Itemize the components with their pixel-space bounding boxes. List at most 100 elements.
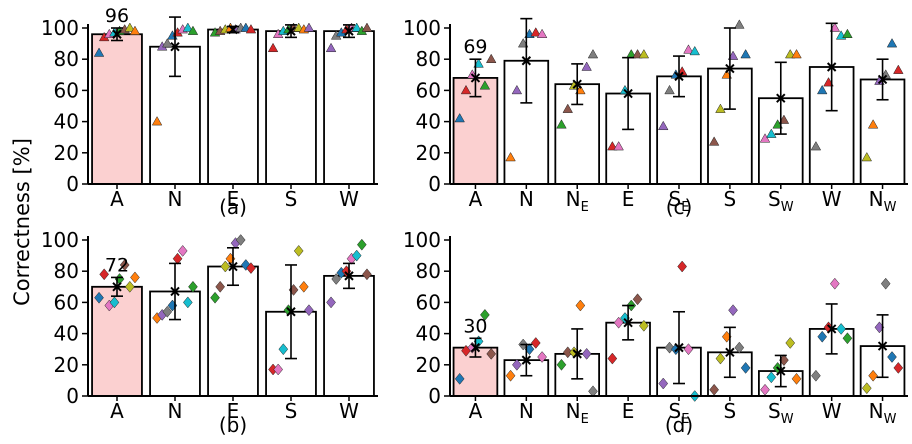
mean-marker xyxy=(112,29,122,39)
mean-marker xyxy=(286,307,296,317)
data-point xyxy=(505,151,516,162)
data-point xyxy=(556,119,567,129)
data-point xyxy=(245,24,257,34)
panel-c: 0 20 40 60 80 100 A N NE E SE S SW W NW 69 (c) xyxy=(403,16,908,219)
data-point xyxy=(480,308,490,321)
data-point xyxy=(278,343,289,356)
data-point xyxy=(362,268,372,281)
data-point xyxy=(836,323,846,335)
data-point xyxy=(868,369,878,382)
data-point xyxy=(187,25,199,35)
mean-marker xyxy=(623,317,633,328)
data-point xyxy=(740,49,751,59)
data-point xyxy=(734,19,745,29)
x-tick-label: E xyxy=(227,187,240,211)
data-point xyxy=(235,234,246,246)
mean-marker xyxy=(228,24,238,35)
data-point xyxy=(785,337,796,349)
data-point xyxy=(867,119,879,129)
data-point xyxy=(267,42,279,53)
data-point xyxy=(361,22,373,32)
data-point xyxy=(893,362,904,374)
data-point xyxy=(658,377,669,390)
data-point xyxy=(351,249,362,262)
value-annotation: 30 xyxy=(463,315,487,337)
mean-marker xyxy=(470,342,481,353)
data-point xyxy=(293,245,304,257)
data-point xyxy=(454,112,465,123)
data-point xyxy=(162,38,173,48)
mean-marker xyxy=(112,282,122,292)
data-point xyxy=(326,296,336,309)
mean-marker xyxy=(572,349,582,359)
data-point xyxy=(351,22,362,32)
data-point xyxy=(581,61,592,71)
data-point xyxy=(677,260,687,273)
data-point xyxy=(811,369,821,382)
data-point xyxy=(664,341,675,354)
bar xyxy=(323,30,375,185)
mean-marker xyxy=(623,88,633,99)
value-annotation: 96 xyxy=(105,5,129,27)
mean-marker xyxy=(286,26,296,36)
mean-marker xyxy=(877,341,888,351)
data-point xyxy=(715,103,726,113)
x-tick-label: W xyxy=(822,187,842,211)
data-point xyxy=(129,25,141,35)
y-tick-label: 0 xyxy=(66,384,79,408)
y-tick-label: 40 xyxy=(54,322,79,346)
data-point xyxy=(613,141,624,151)
x-tick-label: SW xyxy=(768,187,794,215)
x-tick-label: S xyxy=(285,187,298,211)
data-point xyxy=(575,299,586,312)
data-point xyxy=(530,27,542,37)
x-tick-label: W xyxy=(339,187,359,211)
data-point xyxy=(861,151,873,162)
data-point xyxy=(632,293,643,306)
data-point xyxy=(511,84,523,95)
mean-marker xyxy=(170,42,180,52)
data-point xyxy=(613,316,624,329)
y-tick-label: 60 xyxy=(54,290,79,314)
data-point xyxy=(556,358,567,371)
data-point xyxy=(829,277,840,290)
y-tick-label: 0 xyxy=(428,172,441,196)
mean-marker xyxy=(572,79,582,89)
x-tick-label: N xyxy=(168,187,183,211)
data-point xyxy=(683,44,694,54)
x-tick-label: E xyxy=(622,399,635,423)
data-point xyxy=(607,141,618,151)
data-point xyxy=(485,53,497,63)
y-tick-label: 0 xyxy=(428,384,441,408)
mean-marker xyxy=(776,366,786,376)
data-point xyxy=(124,22,136,32)
mean-marker xyxy=(344,26,354,36)
panel-label: (c) xyxy=(666,195,693,219)
data-point xyxy=(893,64,904,74)
data-point xyxy=(182,22,194,32)
data-point xyxy=(638,49,650,59)
x-tick-label: W xyxy=(822,399,842,423)
y-tick-label: 100 xyxy=(41,16,79,40)
mean-marker xyxy=(344,271,354,281)
data-point xyxy=(816,84,828,95)
data-point xyxy=(734,341,745,354)
data-point xyxy=(766,371,777,384)
data-point xyxy=(172,252,183,265)
y-tick-label: 20 xyxy=(416,353,441,377)
mean-marker xyxy=(725,347,735,358)
data-point xyxy=(607,352,618,365)
data-point xyxy=(299,280,309,293)
x-tick-label: NW xyxy=(869,187,897,215)
mean-marker xyxy=(521,355,532,365)
data-point xyxy=(791,372,802,385)
mean-marker xyxy=(170,286,180,297)
data-point xyxy=(125,280,135,293)
data-point xyxy=(791,49,802,59)
data-point xyxy=(587,49,599,59)
data-point xyxy=(880,277,891,290)
y-tick-label: 40 xyxy=(416,110,441,134)
bar xyxy=(265,30,317,185)
y-tick-label: 20 xyxy=(54,141,79,165)
